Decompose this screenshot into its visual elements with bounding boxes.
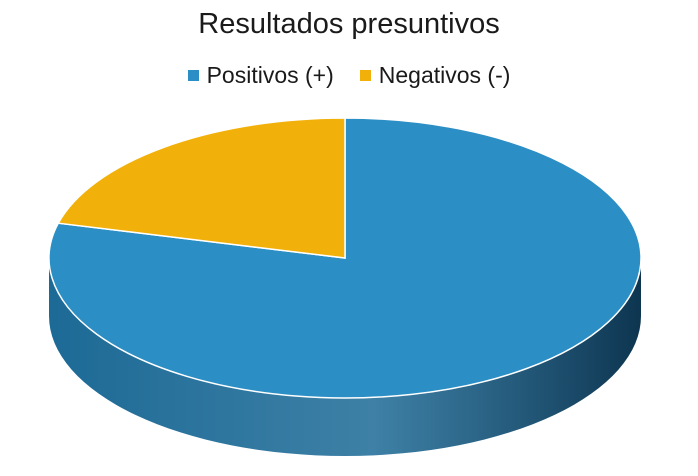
legend-label-negativos: Negativos (-) (378, 62, 511, 88)
legend: Positivos (+) Negativos (-) (0, 62, 698, 89)
chart-title: Resultados presuntivos (198, 8, 500, 40)
legend-swatch-positivos (187, 70, 199, 81)
legend-item-negativos: Negativos (-) (359, 62, 511, 89)
pie-slice-negativos (57, 117, 346, 259)
legend-item-positivos: Positivos (+) (187, 62, 334, 89)
pie-slice-positivos (48, 117, 642, 399)
legend-swatch-negativos (359, 70, 371, 81)
pie-side-positivos-0 (49, 258, 641, 456)
legend-label-positivos: Positivos (+) (206, 62, 334, 88)
